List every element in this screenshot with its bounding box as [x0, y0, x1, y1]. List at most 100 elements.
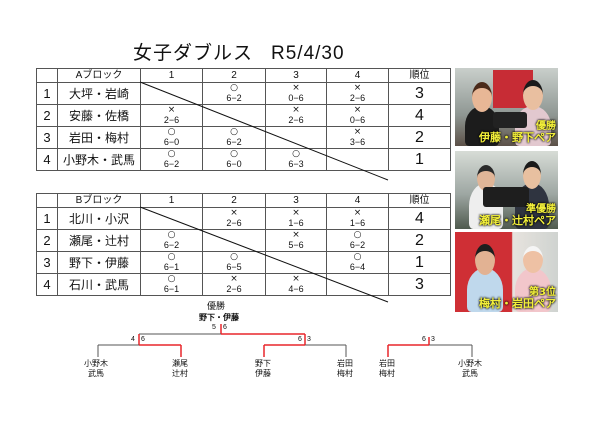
- self-match-cell: [140, 82, 203, 105]
- block-a-body: 1 大坪・岩崎 ○ 6−2 × 0−6 × 2−6 3 2 安藤・佐橋 × 2−6 × 2−6 × 0−6 4 3 岩…: [36, 82, 451, 171]
- match-result-cell: × 2−6: [140, 104, 203, 127]
- match-score: 6−2: [226, 93, 242, 103]
- row-number: 3: [36, 251, 58, 274]
- self-match-cell: [140, 207, 203, 230]
- event-date: R5/4/30: [271, 43, 345, 64]
- match-result-cell: × 4−6: [265, 273, 327, 296]
- match-result-cell: ○ 6−1: [140, 273, 203, 296]
- rank-header: 順位: [388, 68, 451, 83]
- self-match-cell: [202, 104, 266, 127]
- column-header: 3: [265, 193, 327, 208]
- win-mark: ○: [167, 274, 176, 284]
- match-score: 3−6: [349, 137, 366, 147]
- loss-mark: ×: [353, 127, 362, 137]
- column-header: [36, 193, 58, 208]
- match-result-cell: ○ 6−2: [140, 148, 203, 171]
- column-header: 1: [140, 193, 203, 208]
- match-score: 2−6: [226, 218, 242, 228]
- block-b-table: Bブロック 1 2 3 4 順位 1 北川・小沢 × 2−6 × 1−6 × 1−6 4 2 瀬尾・辻村 ○ 6−…: [36, 193, 451, 296]
- pair-name: 石川・武馬: [57, 273, 141, 296]
- win-mark: ○: [167, 230, 176, 240]
- bracket-team: 岩田 梅村: [379, 359, 395, 378]
- match-score: 0−6: [288, 93, 304, 103]
- third-score-right: 3: [431, 336, 435, 343]
- self-match-cell: [265, 251, 327, 274]
- final-score-right: 6: [223, 324, 227, 331]
- photo-winner: 優勝 伊藤・野下ペア: [455, 68, 558, 146]
- match-score: 6−0: [163, 137, 180, 147]
- loss-mark: ×: [292, 83, 300, 93]
- third-score-left: 6: [422, 336, 426, 343]
- match-result-cell: × 0−6: [326, 104, 389, 127]
- champion-name: 野下・伊藤: [199, 313, 239, 322]
- match-score: 2−6: [226, 284, 242, 294]
- rank-value: 3: [388, 82, 451, 105]
- win-mark: ○: [230, 83, 238, 93]
- pair-name: 北川・小沢: [57, 207, 141, 230]
- table-row: 2 瀬尾・辻村 ○ 6−2 × 5−6 ○ 6−2 2: [36, 229, 451, 252]
- block-b-header-row: Bブロック 1 2 3 4 順位: [36, 193, 451, 208]
- row-number: 2: [36, 104, 58, 127]
- match-result-cell: × 2−6: [265, 104, 327, 127]
- pair-name: 大坪・岩崎: [57, 82, 141, 105]
- match-score: 2−6: [163, 115, 180, 125]
- match-result-cell: × 2−6: [202, 207, 266, 230]
- row-number: 4: [36, 273, 58, 296]
- loss-mark: ×: [353, 105, 362, 115]
- match-result-cell: ○ 6−1: [140, 251, 203, 274]
- self-match-cell: [326, 273, 389, 296]
- bracket-team: 野下 伊藤: [255, 359, 271, 378]
- column-header: 4: [326, 193, 389, 208]
- block-a-header-row: Aブロック 1 2 3 4 順位: [36, 68, 451, 83]
- match-score: 6−5: [226, 262, 242, 272]
- match-score: 6−0: [226, 159, 242, 169]
- row-number: 4: [36, 148, 58, 171]
- pair-name: 岩田・梅村: [57, 126, 141, 149]
- match-result-cell: ○ 6−3: [265, 148, 327, 171]
- self-match-cell: [326, 148, 389, 171]
- win-mark: ○: [230, 127, 238, 137]
- semi2-score-right: 3: [307, 336, 311, 343]
- semi2-score-left: 6: [298, 336, 302, 343]
- match-score: 6−1: [163, 284, 180, 294]
- photo-runner-up-caption: 準優勝 瀬尾・辻村ペア: [479, 203, 556, 228]
- match-score: 6−3: [288, 159, 304, 169]
- column-header: 3: [265, 68, 327, 83]
- bracket-team: 岩田 梅村: [337, 359, 353, 378]
- rank-value: 2: [388, 126, 451, 149]
- match-score: 6−2: [163, 240, 180, 250]
- match-score: 6−2: [163, 159, 180, 169]
- self-match-cell: [202, 229, 266, 252]
- self-match-cell: [265, 126, 327, 149]
- loss-mark: ×: [292, 274, 300, 284]
- bracket-team: 小野木 武馬: [84, 359, 108, 378]
- match-result-cell: ○ 6−2: [140, 229, 203, 252]
- rank-value: 1: [388, 148, 451, 171]
- match-score: 1−6: [349, 218, 366, 228]
- row-number: 1: [36, 207, 58, 230]
- column-header: 4: [326, 68, 389, 83]
- match-score: 4−6: [288, 284, 304, 294]
- semi1-score-right: 6: [141, 336, 145, 343]
- loss-mark: ×: [230, 274, 238, 284]
- row-number: 3: [36, 126, 58, 149]
- loss-mark: ×: [230, 208, 238, 218]
- block-name-header: Bブロック: [57, 193, 141, 208]
- photo-runner-up: 準優勝 瀬尾・辻村ペア: [455, 151, 558, 229]
- rank-value: 4: [388, 104, 451, 127]
- block-b-body: 1 北川・小沢 × 2−6 × 1−6 × 1−6 4 2 瀬尾・辻村 ○ 6−2 × 5−6 ○ 6−2 2 3 野…: [36, 207, 451, 296]
- block-name-header: Aブロック: [57, 68, 141, 83]
- rank-value: 3: [388, 273, 451, 296]
- rank-header: 順位: [388, 193, 451, 208]
- match-score: 6−4: [349, 262, 366, 272]
- row-number: 2: [36, 229, 58, 252]
- loss-mark: ×: [292, 105, 300, 115]
- page-title: 女子ダブルス R5/4/30: [133, 38, 345, 65]
- pair-name: 小野木・武馬: [57, 148, 141, 171]
- rank-value: 4: [388, 207, 451, 230]
- match-score: 1−6: [288, 218, 304, 228]
- row-number: 1: [36, 82, 58, 105]
- table-row: 3 岩田・梅村 ○ 6−0 ○ 6−2 × 3−6 2: [36, 126, 451, 149]
- block-a-table: Aブロック 1 2 3 4 順位 1 大坪・岩崎 ○ 6−2 × 0−6 × 2−6 3 2 安藤・佐橋 × 2−…: [36, 68, 451, 171]
- table-row: 4 石川・武馬 ○ 6−1 × 2−6 × 4−6 3: [36, 273, 451, 296]
